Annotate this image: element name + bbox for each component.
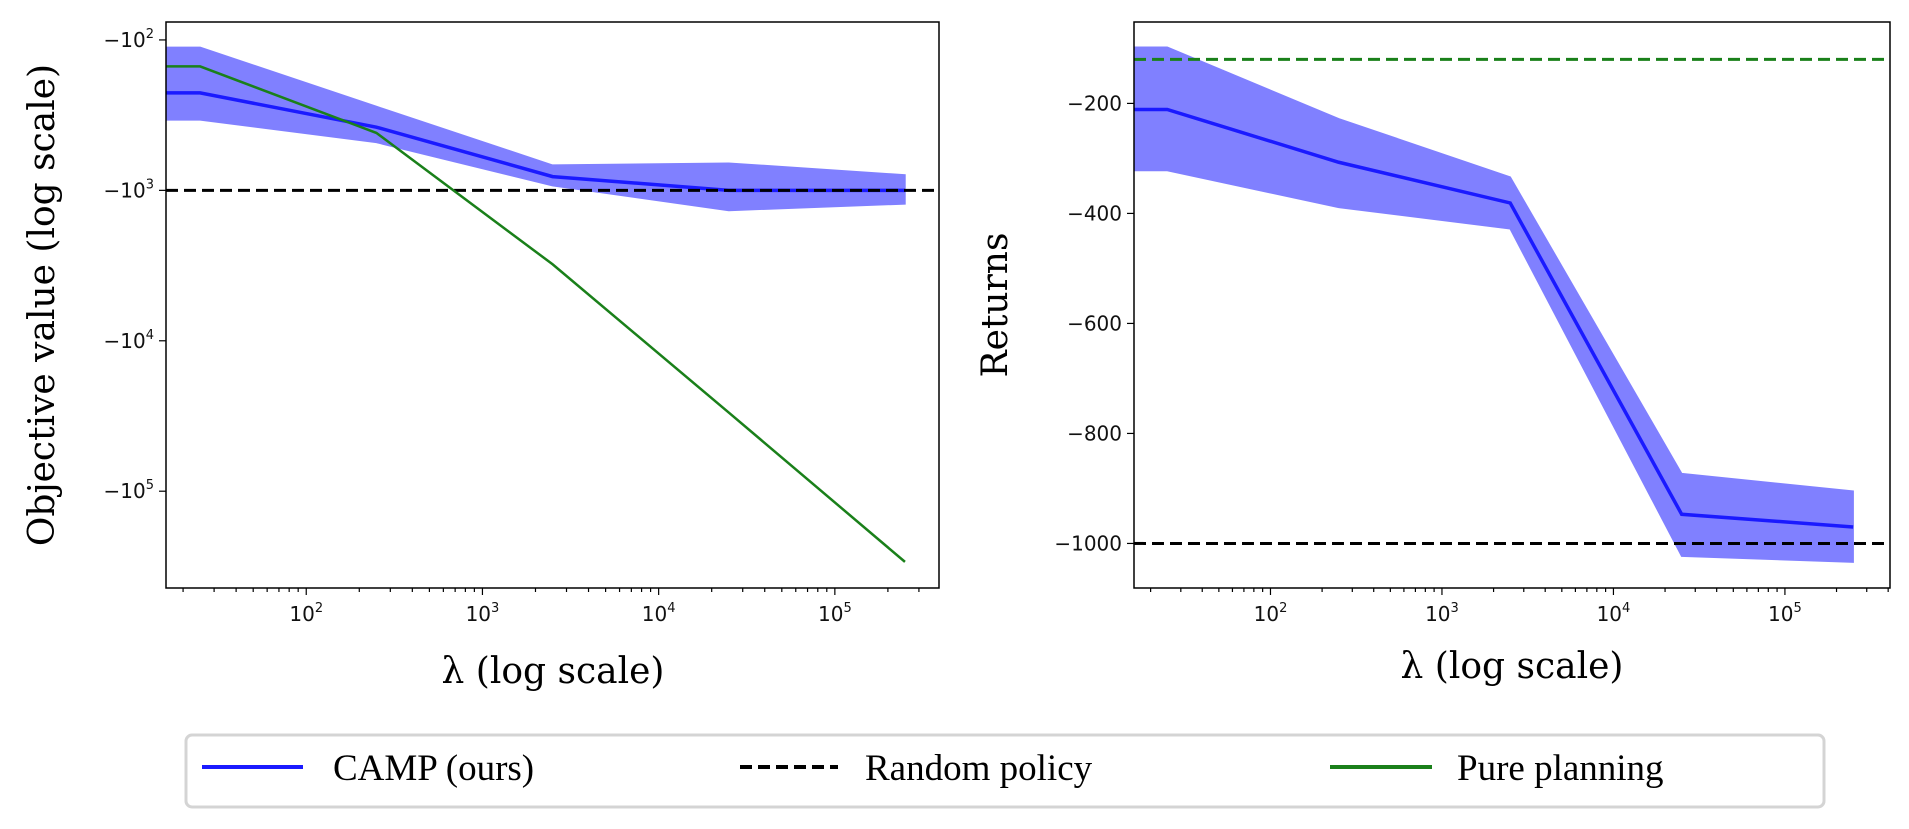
y-tick-label: −102 (104, 27, 155, 52)
x-tick-label: 105 (818, 601, 852, 626)
plot-area (1134, 46, 1890, 563)
plot-frame (165, 21, 940, 589)
y-tick-label: −103 (104, 177, 155, 202)
y-axis-label-left: Objective value (log scale) (22, 64, 63, 546)
x-tick-label: 105 (1768, 601, 1802, 626)
y-tick-label: −200 (1067, 91, 1122, 115)
objective-value-plot: 102 103 104 105 −102 −103 −104 −105 (104, 21, 940, 626)
x-tick-label: 103 (466, 601, 500, 626)
x-axis-label-right: λ (log scale) (1401, 646, 1624, 687)
x-tick-label: 104 (642, 601, 676, 626)
camp-ours-band (1134, 46, 1854, 563)
y-tick-label: −400 (1067, 201, 1122, 225)
camp-ours-line (166, 91, 905, 193)
y-tick-label: −600 (1067, 311, 1122, 335)
legend: CAMP (ours) Random policy Pure planning (184, 733, 1826, 809)
x-tick-label: 102 (1254, 601, 1288, 626)
camp-ours-band (166, 46, 906, 212)
y-axis-label-right: Returns (975, 233, 1016, 378)
legend-label-camp: CAMP (ours) (333, 748, 534, 789)
x-axis-label-left: λ (log scale) (442, 651, 665, 692)
camp-ours-line (1134, 107, 1854, 529)
plot-frame (1133, 21, 1891, 589)
x-tick-label: 102 (289, 601, 323, 626)
plot-area (166, 46, 939, 563)
legend-label-random: Random policy (865, 748, 1093, 789)
x-tick-label: 103 (1425, 601, 1459, 626)
y-tick-label: −800 (1067, 421, 1122, 445)
y-tick-label: −1000 (1054, 531, 1122, 555)
legend-label-pure-planning: Pure planning (1457, 748, 1664, 789)
returns-plot: 102 103 104 105 −200 −400 −600 −800 −1000 (1054, 21, 1891, 626)
y-tick-label: −104 (104, 328, 155, 353)
x-tick-label: 104 (1597, 601, 1631, 626)
pure-planning-line (166, 65, 906, 563)
y-tick-label: −105 (104, 478, 155, 503)
legend-box (184, 733, 1826, 809)
